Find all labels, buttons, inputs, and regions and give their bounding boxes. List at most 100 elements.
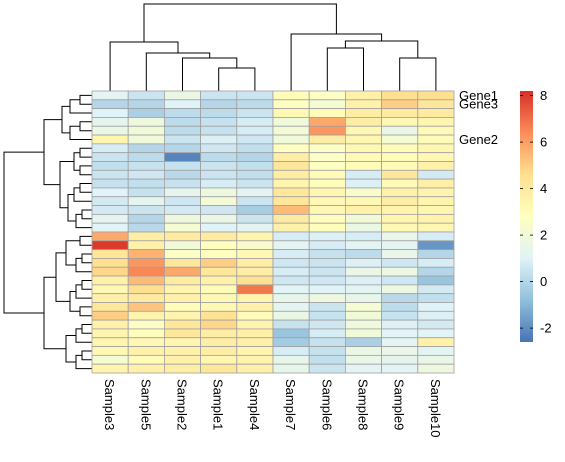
heatmap-cell (127, 205, 165, 215)
column-label: Sample2 (175, 379, 190, 430)
heatmap-cell (272, 328, 310, 339)
heatmap-cell (91, 346, 129, 356)
heatmap-cell (200, 222, 238, 233)
heatmap-cell (417, 125, 455, 136)
heatmap-cell (91, 328, 129, 339)
heatmap-cell (200, 293, 238, 303)
heatmap-cell (200, 337, 238, 347)
heatmap-cell (127, 363, 165, 374)
column-label: Sample9 (392, 379, 407, 430)
heatmap-cell (200, 99, 238, 110)
heatmap-cell (91, 134, 129, 145)
heatmap-cell (91, 90, 129, 101)
heatmap-cell (163, 117, 201, 127)
heatmap-cells (91, 90, 455, 374)
heatmap-cell (272, 354, 310, 365)
row-dendrogram-branch (81, 280, 92, 290)
heatmap-cell (344, 240, 382, 251)
heatmap-cell (236, 293, 274, 303)
heatmap-cell (381, 178, 419, 189)
heatmap-cell (344, 90, 382, 101)
heatmap-cell (91, 302, 129, 312)
heatmap-cell (200, 302, 238, 312)
heatmap-cell (344, 346, 382, 356)
heatmap-cell (308, 293, 346, 303)
heatmap-cell (163, 134, 201, 145)
heatmap-cell (91, 108, 129, 118)
heatmap-cell (344, 266, 382, 277)
heatmap-cell (417, 205, 455, 215)
row-dendrogram-branch (59, 161, 74, 209)
heatmap-cell (308, 275, 346, 286)
heatmap-cell (417, 99, 455, 110)
heatmap-cell (163, 108, 201, 118)
heatmap-cell (236, 108, 274, 118)
heatmap-cell (308, 196, 346, 206)
heatmap-cell (308, 205, 346, 215)
heatmap-cell (127, 249, 165, 259)
column-dendrogram-branch (344, 40, 419, 58)
heatmap-cell (308, 240, 346, 251)
heatmap-cell (163, 258, 201, 268)
heatmap-cell (236, 275, 274, 286)
heatmap-cell (344, 143, 382, 154)
heatmap-cell (381, 99, 419, 110)
heatmap-cell (91, 363, 129, 374)
heatmap-cell (236, 240, 274, 251)
heatmap-cell (417, 354, 455, 365)
row-dendrogram-branch (79, 183, 92, 193)
heatmap-cell (344, 108, 382, 118)
heatmap-cell (344, 187, 382, 198)
heatmap-cell (344, 196, 382, 206)
heatmap-cell (308, 187, 346, 198)
heatmap-cell (236, 222, 274, 233)
heatmap-cell (200, 108, 238, 118)
row-dendrogram-branch (81, 253, 92, 264)
heatmap-cell (272, 249, 310, 259)
heatmap-cell (127, 90, 165, 101)
heatmap-cell (344, 178, 382, 189)
row-dendrogram-branch (73, 187, 92, 202)
row-dendrogram-branch (79, 121, 92, 132)
heatmap-cell (200, 187, 238, 198)
heatmap-cell (163, 231, 201, 242)
heatmap-cell (91, 196, 129, 206)
heatmap-cell (163, 293, 201, 303)
heatmap-cell (236, 337, 274, 347)
heatmap-cell (163, 328, 201, 339)
row-label: Gene3 (459, 97, 498, 112)
heatmap-cell (381, 319, 419, 330)
heatmap-cell (417, 187, 455, 198)
heatmap-cell (91, 293, 129, 303)
heatmap-cell (344, 275, 382, 286)
heatmap-cell (127, 178, 165, 189)
heatmap-cell (163, 222, 201, 233)
row-dendrogram-branch (43, 119, 62, 186)
heatmap-cell (272, 293, 310, 303)
heatmap-cell (417, 143, 455, 154)
heatmap-cell (200, 275, 238, 286)
heatmap-cell (308, 310, 346, 321)
heatmap-cell (200, 346, 238, 356)
column-dendrogram-branch (399, 57, 437, 91)
heatmap-cell (91, 319, 129, 330)
heatmap-cell (308, 337, 346, 347)
row-dendrogram-branch (61, 105, 70, 134)
row-dendrogram-branch (75, 213, 92, 229)
heatmap-cell (272, 231, 310, 242)
heatmap-cell (308, 143, 346, 154)
heatmap-cell (381, 354, 419, 365)
heatmap-cell (417, 231, 455, 242)
heatmap-cell (272, 266, 310, 277)
heatmap-cell (381, 328, 419, 339)
heatmap-cell (344, 293, 382, 303)
row-dendrogram-branch (73, 152, 80, 171)
heatmap-cell (272, 117, 310, 127)
heatmap-cell (272, 169, 310, 180)
heatmap-cell (163, 346, 201, 356)
legend-tick-label: 4 (540, 181, 547, 196)
heatmap-cell (127, 213, 165, 224)
heatmap-cell (272, 90, 310, 101)
heatmap-cell (200, 363, 238, 374)
